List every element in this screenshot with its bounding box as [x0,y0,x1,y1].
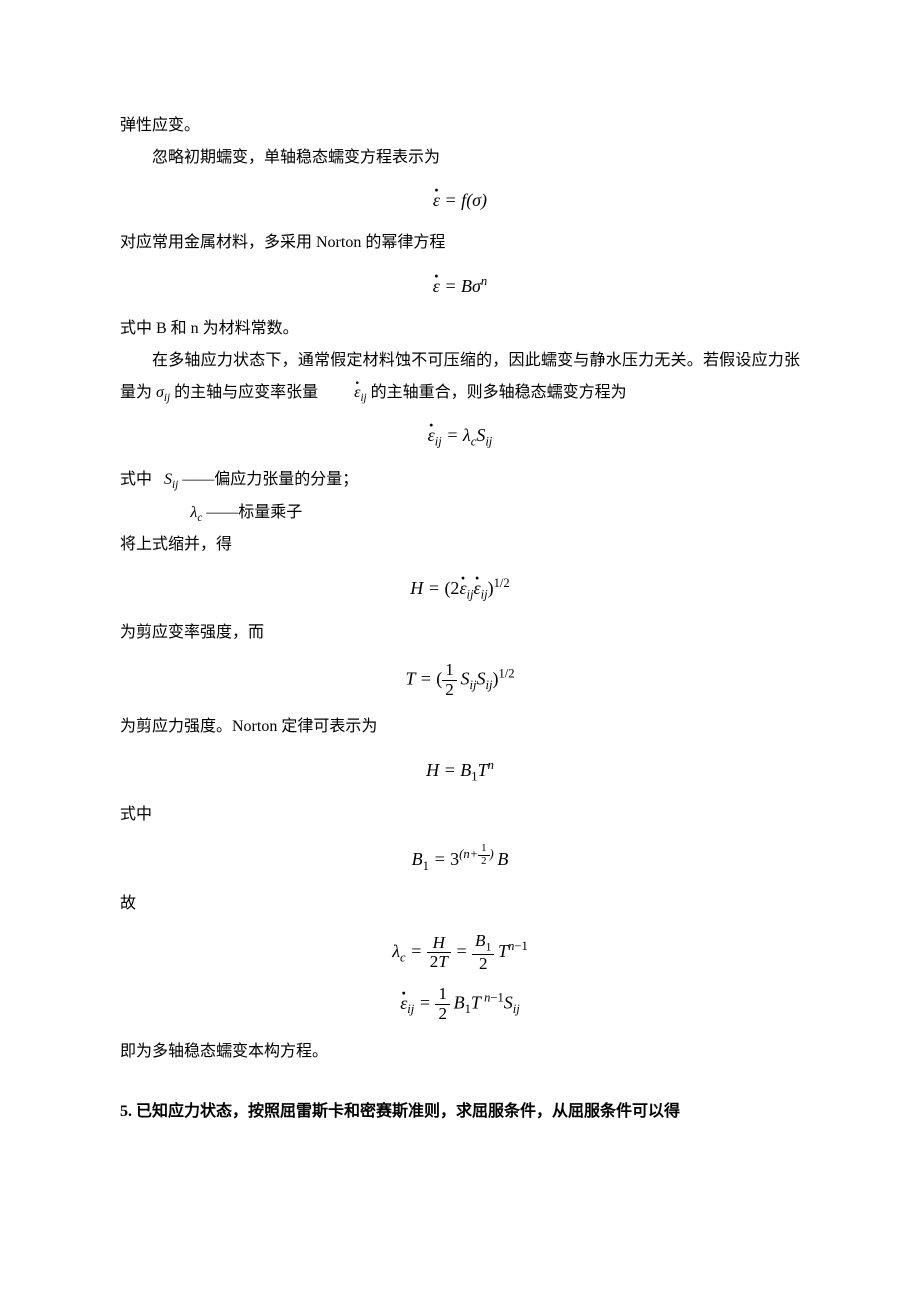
paragraph: 为剪应变率强度，而 [120,617,800,649]
equation-eps-lambda-s: εij = λcSij [120,421,800,452]
paragraph: 在多轴应力状态下，通常假定材料蚀不可压缩的，因此蠕变与静水压力无关。若假设应力张… [120,345,800,410]
equation-b1-def: B1 = 3(n+12) B [120,843,800,876]
section-heading-5: 5. 已知应力状态，按照屈雷斯卡和密赛斯准则，求屈服条件，从屈服条件可以得 [120,1096,800,1128]
equation-eps-ij-final: εij = 12 B1T n−1Sij [120,985,800,1024]
paragraph: 即为多轴稳态蠕变本构方程。 [120,1036,800,1068]
term-definition-sij: 式中 Sij ——偏应力张量的分量； [120,464,800,497]
paragraph: 式中 [120,799,800,831]
paragraph: 将上式缩并，得 [120,529,800,561]
equation-norton-uniaxial: ε = Bσn [120,271,800,301]
paragraph: 对应常用金属材料，多采用 Norton 的幂律方程 [120,227,800,259]
term-definition-lambda: λc ——标量乘子 [120,497,800,530]
equation-norton-multiaxial: H = B1Tn [120,755,800,787]
paragraph: 弹性应变。 [120,110,800,142]
document-page: 弹性应变。 忽略初期蠕变，单轴稳态蠕变方程表示为 ε = f(σ) 对应常用金属… [0,0,920,1302]
equation-eps-f-sigma: ε = f(σ) [120,186,800,215]
paragraph: 故 [120,888,800,920]
paragraph: 为剪应力强度。Norton 定律可表示为 [120,711,800,743]
equation-lambda-c: λc = H2T = B12 Tn−1 [120,932,800,973]
equation-h-def: H = (2εijεij)1/2 [120,573,800,605]
paragraph: 式中 B 和 n 为材料常数。 [120,313,800,345]
equation-t-def: T = (12 SijSij)1/2 [120,661,800,700]
paragraph: 忽略初期蠕变，单轴稳态蠕变方程表示为 [120,142,800,174]
